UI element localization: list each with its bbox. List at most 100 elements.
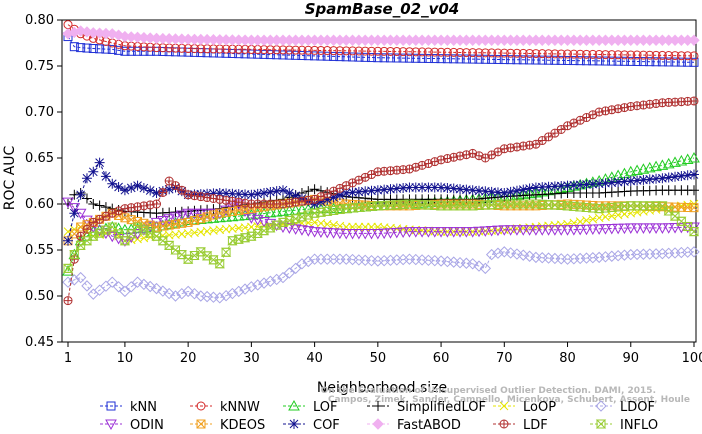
data-point	[227, 236, 238, 246]
legend-marker	[288, 399, 300, 411]
data-point	[600, 50, 610, 60]
data-point	[76, 43, 86, 53]
data-point	[411, 53, 421, 63]
data-point	[417, 160, 427, 170]
data-point	[492, 187, 503, 198]
data-point	[675, 246, 688, 259]
data-point	[575, 56, 585, 66]
data-point	[624, 223, 637, 234]
data-point	[663, 206, 674, 216]
data-point	[385, 53, 395, 63]
data-point	[321, 227, 334, 239]
data-point	[461, 184, 472, 195]
legend-item-ldf: LDF	[493, 418, 548, 433]
data-point	[303, 186, 314, 197]
data-point	[644, 201, 655, 211]
data-point	[315, 227, 327, 238]
data-point	[341, 181, 351, 191]
data-point	[524, 199, 535, 209]
data-point	[233, 285, 245, 298]
plot-frame	[61, 19, 697, 343]
data-point	[676, 171, 687, 182]
data-point	[373, 46, 383, 56]
data-point	[82, 224, 92, 234]
legend-label: INFLO	[620, 418, 658, 433]
data-point	[367, 46, 377, 56]
series-fastabod	[62, 25, 700, 46]
x-tick-label: 70	[496, 351, 513, 366]
data-point	[613, 50, 623, 60]
data-point	[587, 179, 598, 190]
data-point	[619, 50, 629, 60]
data-point	[100, 202, 111, 213]
data-point	[365, 228, 378, 240]
data-point	[252, 188, 263, 199]
data-point	[169, 290, 182, 302]
data-point	[398, 182, 409, 193]
data-point	[485, 225, 498, 237]
data-point	[574, 202, 586, 212]
data-point	[683, 57, 693, 67]
data-point	[404, 47, 414, 57]
data-point	[443, 227, 452, 236]
data-point	[594, 56, 604, 66]
data-point	[524, 183, 535, 194]
legend-item-cof: COF	[283, 418, 340, 433]
data-point	[316, 51, 326, 61]
data-point	[157, 285, 169, 297]
data-point	[607, 50, 617, 60]
data-point	[328, 205, 339, 215]
series-ldf	[63, 96, 699, 306]
x-tick-label: 100	[682, 351, 702, 366]
data-point	[284, 187, 295, 198]
data-point	[449, 54, 459, 64]
data-point	[126, 182, 137, 193]
data-point	[378, 200, 390, 210]
data-point	[132, 222, 143, 232]
data-point	[348, 46, 358, 56]
data-point	[258, 277, 270, 289]
data-point	[669, 223, 681, 234]
data-point	[120, 46, 130, 56]
data-point	[253, 49, 263, 59]
data-point	[689, 185, 699, 196]
data-point	[82, 43, 92, 53]
data-point	[329, 186, 339, 196]
data-point	[542, 225, 555, 236]
data-point	[588, 49, 598, 59]
data-point	[353, 202, 365, 212]
data-point	[240, 49, 250, 59]
y-tick-label: 0.65	[25, 151, 54, 166]
data-point	[662, 247, 675, 260]
plot-area: 0.45 0.50 0.55 0.60 0.65 0.70 0.75 0.80 1 10 20 30 4…	[25, 13, 702, 366]
data-point	[423, 47, 433, 57]
data-point	[448, 183, 459, 194]
data-point	[613, 56, 623, 66]
watermark-line-1: On the Evaluation of Unsupervised Outlie…	[321, 386, 656, 396]
data-point	[428, 227, 441, 238]
data-point	[145, 200, 155, 210]
data-point	[163, 240, 175, 250]
data-point	[651, 173, 662, 184]
data-point	[493, 48, 503, 58]
data-point	[637, 223, 650, 234]
data-point	[335, 52, 345, 62]
data-point	[587, 252, 599, 264]
data-point	[455, 54, 465, 64]
data-point	[398, 47, 408, 57]
data-point	[264, 206, 277, 218]
data-point	[600, 56, 610, 66]
data-point	[447, 227, 460, 238]
data-point	[259, 49, 269, 59]
data-point	[290, 190, 301, 201]
y-tick-label: 0.70	[25, 105, 54, 120]
data-point	[518, 55, 528, 65]
data-point	[689, 96, 699, 106]
data-point	[277, 271, 289, 284]
data-point	[436, 155, 446, 165]
data-point	[682, 221, 693, 231]
data-point	[221, 188, 232, 199]
data-point	[505, 186, 516, 197]
data-point	[586, 224, 599, 236]
data-point	[353, 228, 365, 240]
